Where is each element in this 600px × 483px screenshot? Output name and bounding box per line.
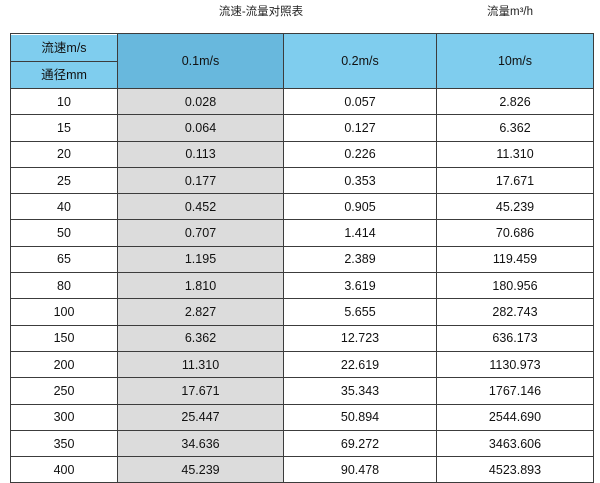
cell-nominal-diameter: 25 (10, 166, 118, 195)
cell-flow-at-0-1ms: 0.113 (117, 140, 284, 168)
cell-flow-at-0-2ms: 22.619 (283, 350, 437, 379)
header-corner-velocity-label: 流速m/s (11, 34, 117, 62)
header-corner-cell: 流速m/s 通径mm (10, 33, 118, 89)
cell-flow-at-10ms: 1767.146 (436, 377, 594, 405)
cell-flow-at-0-2ms: 50.894 (283, 403, 437, 431)
cell-flow-at-0-1ms: 45.239 (117, 456, 284, 483)
table-row: 80 1.810 3.619 180.956 (10, 272, 594, 300)
table-row: 65 1.195 2.389 119.459 (10, 245, 594, 274)
cell-flow-at-0-1ms: 0.452 (117, 193, 284, 221)
header-cell-velocity-0-2: 0.2m/s (283, 33, 437, 89)
cell-flow-at-0-1ms: 1.810 (117, 272, 284, 300)
cell-flow-at-10ms: 17.671 (436, 166, 594, 195)
cell-flow-at-0-1ms: 1.195 (117, 245, 284, 274)
cell-flow-at-10ms: 45.239 (436, 193, 594, 221)
cell-flow-at-0-2ms: 0.127 (283, 114, 437, 142)
cell-flow-at-0-1ms: 25.447 (117, 403, 284, 431)
cell-flow-at-10ms: 282.743 (436, 298, 594, 326)
table-row: 300 25.447 50.894 2544.690 (10, 403, 594, 431)
cell-flow-at-0-1ms: 34.636 (117, 429, 284, 458)
table-row: 150 6.362 12.723 636.173 (10, 324, 594, 352)
table-row: 350 34.636 69.272 3463.606 (10, 429, 594, 458)
cell-flow-at-0-2ms: 0.353 (283, 166, 437, 195)
cell-nominal-diameter: 400 (10, 456, 118, 483)
cell-flow-at-0-1ms: 2.827 (117, 298, 284, 326)
table-row: 50 0.707 1.414 70.686 (10, 219, 594, 247)
cell-nominal-diameter: 40 (10, 193, 118, 221)
cell-nominal-diameter: 10 (10, 87, 118, 116)
cell-flow-at-0-2ms: 35.343 (283, 377, 437, 405)
cell-nominal-diameter: 15 (10, 114, 118, 142)
table-row: 40 0.452 0.905 45.239 (10, 193, 594, 221)
cell-nominal-diameter: 20 (10, 140, 118, 168)
table-row: 250 17.671 35.343 1767.146 (10, 377, 594, 405)
cell-flow-at-0-2ms: 90.478 (283, 456, 437, 483)
cell-nominal-diameter: 300 (10, 403, 118, 431)
table-row: 25 0.177 0.353 17.671 (10, 166, 594, 195)
cell-flow-at-10ms: 2.826 (436, 87, 594, 116)
cell-flow-at-10ms: 180.956 (436, 272, 594, 300)
cell-flow-at-10ms: 3463.606 (436, 429, 594, 458)
cell-nominal-diameter: 80 (10, 272, 118, 300)
cell-nominal-diameter: 250 (10, 377, 118, 405)
cell-flow-at-0-1ms: 17.671 (117, 377, 284, 405)
table-row: 400 45.239 90.478 4523.893 (10, 456, 594, 483)
cell-flow-at-0-1ms: 0.064 (117, 114, 284, 142)
cell-nominal-diameter: 100 (10, 298, 118, 326)
flow-rate-unit-label: 流量m³/h (487, 6, 533, 18)
cell-flow-at-0-2ms: 0.057 (283, 87, 437, 116)
cell-flow-at-0-2ms: 3.619 (283, 272, 437, 300)
table-row: 20 0.113 0.226 11.310 (10, 140, 594, 168)
cell-flow-at-10ms: 11.310 (436, 140, 594, 168)
cell-nominal-diameter: 350 (10, 429, 118, 458)
cell-flow-at-10ms: 70.686 (436, 219, 594, 247)
header-cell-velocity-10: 10m/s (436, 33, 594, 89)
cell-nominal-diameter: 200 (10, 350, 118, 379)
cell-flow-at-0-2ms: 69.272 (283, 429, 437, 458)
header-corner-diameter-label: 通径mm (11, 61, 117, 88)
cell-flow-at-10ms: 636.173 (436, 324, 594, 352)
table-row: 15 0.064 0.127 6.362 (10, 114, 594, 142)
cell-flow-at-10ms: 1130.973 (436, 350, 594, 379)
cell-nominal-diameter: 65 (10, 245, 118, 274)
cell-flow-at-0-1ms: 6.362 (117, 324, 284, 352)
table-body: 10 0.028 0.057 2.826 15 0.064 0.127 6.362 20 0.11… (10, 87, 594, 483)
cell-flow-at-10ms: 4523.893 (436, 456, 594, 483)
caption-strip: 流速-流量对照表 流量m³/h (0, 0, 600, 33)
cell-flow-at-0-2ms: 0.905 (283, 193, 437, 221)
cell-flow-at-0-1ms: 0.177 (117, 166, 284, 195)
cell-flow-at-0-2ms: 2.389 (283, 245, 437, 274)
cell-flow-at-0-2ms: 12.723 (283, 324, 437, 352)
cell-flow-at-10ms: 119.459 (436, 245, 594, 274)
cell-flow-at-10ms: 2544.690 (436, 403, 594, 431)
cell-flow-at-10ms: 6.362 (436, 114, 594, 142)
table-row: 10 0.028 0.057 2.826 (10, 87, 594, 116)
header-row: 流速m/s 通径mm 0.1m/s 0.2m/s 10m/s (10, 33, 594, 89)
table-row: 100 2.827 5.655 282.743 (10, 298, 594, 326)
cell-nominal-diameter: 50 (10, 219, 118, 247)
cell-flow-at-0-2ms: 5.655 (283, 298, 437, 326)
cell-flow-at-0-1ms: 11.310 (117, 350, 284, 379)
table-title: 流速-流量对照表 (218, 6, 304, 18)
table-row: 200 11.310 22.619 1130.973 (10, 350, 594, 379)
header-cell-velocity-0-1: 0.1m/s (117, 33, 284, 89)
cell-flow-at-0-1ms: 0.028 (117, 87, 284, 116)
table-header: 流速m/s 通径mm 0.1m/s 0.2m/s 10m/s (10, 33, 594, 89)
cell-flow-at-0-2ms: 0.226 (283, 140, 437, 168)
cell-nominal-diameter: 150 (10, 324, 118, 352)
cell-flow-at-0-1ms: 0.707 (117, 219, 284, 247)
flow-velocity-table: 流速m/s 通径mm 0.1m/s 0.2m/s 10m/s 10 0.028 0.… (10, 33, 594, 483)
cell-flow-at-0-2ms: 1.414 (283, 219, 437, 247)
